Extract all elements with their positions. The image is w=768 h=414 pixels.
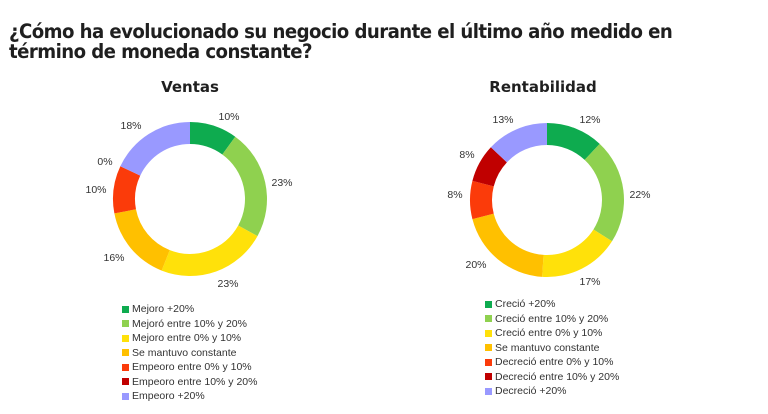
slice-label: 18% — [120, 120, 142, 132]
legend: Creció +20% Creció entre 10% y 20% Creció … — [485, 297, 619, 399]
legend-item: Mejoro entre 0% y 10% — [122, 331, 258, 346]
page-title: ¿Cómo ha evolucionado su negocio durante… — [9, 20, 673, 63]
donut-ring — [113, 122, 267, 276]
legend-item: Creció +20% — [485, 297, 619, 312]
donut-ring — [470, 123, 624, 277]
donut-slice — [222, 136, 267, 237]
legend-swatch-icon — [485, 344, 492, 352]
slice-label: 0% — [97, 156, 113, 168]
legend: Mejoro +20% Mejoró entre 10% y 20% Mejoro … — [122, 302, 258, 404]
legend-label: Decreció entre 0% y 10% — [495, 356, 614, 369]
donut-slice — [542, 229, 613, 277]
legend-label: Mejoró entre 10% y 20% — [132, 317, 247, 330]
legend-swatch-icon — [122, 363, 129, 371]
legend-swatch-icon — [122, 334, 129, 342]
slice-label: 23% — [271, 177, 293, 189]
legend-label: Mejoro entre 0% y 10% — [132, 332, 242, 345]
donut-slice — [470, 180, 494, 220]
slice-label: 8% — [447, 189, 463, 201]
legend-label: Se mantuvo constante — [132, 346, 237, 359]
legend-item: Decreció entre 10% y 20% — [485, 370, 619, 385]
legend-item: Empeoro entre 10% y 20% — [122, 375, 258, 390]
slice-label: 17% — [579, 276, 601, 288]
legend-label: Empeoro +20% — [132, 390, 205, 403]
legend-item: Empeoro entre 0% y 10% — [122, 360, 258, 375]
legend-item: Decreció entre 0% y 10% — [485, 355, 619, 370]
legend-swatch-icon — [485, 387, 492, 395]
legend-label: Creció entre 10% y 20% — [495, 312, 609, 325]
donut-slice — [472, 147, 507, 187]
legend-label: Decreció +20% — [495, 385, 567, 398]
donut-slice — [114, 209, 170, 271]
slice-label: 8% — [459, 149, 475, 161]
legend-item: Decreció +20% — [485, 384, 619, 399]
legend-swatch-icon — [122, 349, 129, 357]
legend-swatch-icon — [485, 373, 492, 381]
legend-swatch-icon — [485, 329, 492, 337]
donut-slice — [584, 143, 624, 242]
legend-swatch-icon — [122, 392, 129, 400]
slice-label: 12% — [579, 114, 601, 126]
slice-label: 10% — [218, 111, 240, 123]
slice-label: 10% — [85, 184, 107, 196]
legend-label: Mejoro +20% — [132, 303, 195, 316]
slice-label: 13% — [492, 114, 514, 126]
legend-swatch-icon — [122, 378, 129, 386]
donut-slice — [190, 122, 236, 155]
chart-title: Ventas — [161, 78, 219, 96]
legend-label: Se mantuvo constante — [495, 341, 600, 354]
legend-swatch-icon — [485, 358, 492, 366]
legend-item: Creció entre 0% y 10% — [485, 326, 619, 341]
donut-slice — [547, 123, 600, 160]
legend-item: Creció entre 10% y 20% — [485, 312, 619, 327]
legend-swatch-icon — [122, 320, 129, 328]
legend-swatch-icon — [485, 315, 492, 323]
donut-slice — [113, 166, 141, 214]
legend-item: Se mantuvo constante — [485, 341, 619, 356]
donut-slice — [161, 225, 258, 276]
legend-item: Se mantuvo constante — [122, 346, 258, 361]
donut-slice — [490, 123, 547, 163]
legend-swatch-icon — [122, 305, 129, 313]
legend-item: Mejoró entre 10% y 20% — [122, 317, 258, 332]
slice-label: 16% — [103, 252, 125, 264]
legend-swatch-icon — [485, 300, 492, 308]
legend-label: Creció entre 0% y 10% — [495, 327, 603, 340]
legend-item: Empeoro +20% — [122, 389, 258, 404]
legend-label: Empeoro entre 0% y 10% — [132, 361, 252, 374]
slice-label: 23% — [217, 278, 239, 290]
legend-item: Mejoro +20% — [122, 302, 258, 317]
donut-slice — [120, 122, 190, 176]
legend-label: Empeoro entre 10% y 20% — [132, 375, 258, 388]
slice-label: 22% — [629, 189, 651, 201]
legend-label: Creció +20% — [495, 298, 556, 311]
chart-title: Rentabilidad — [489, 78, 597, 96]
slice-label: 20% — [465, 259, 487, 271]
legend-label: Decreció entre 10% y 20% — [495, 370, 620, 383]
donut-slice — [472, 213, 544, 277]
